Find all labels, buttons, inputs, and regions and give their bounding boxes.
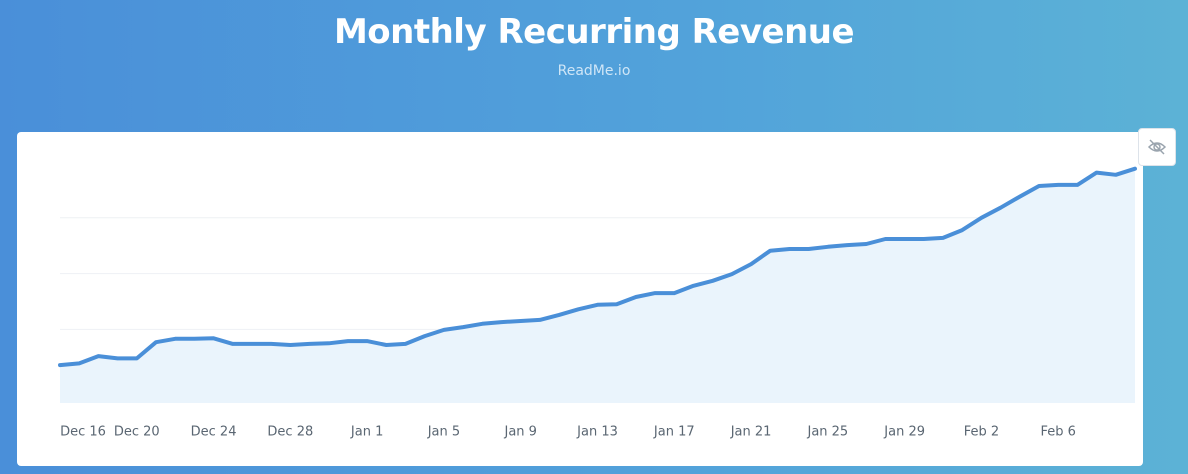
x-tick-label: Jan 13 [576, 425, 618, 440]
x-tick-label: Jan 17 [653, 425, 695, 440]
chart-subtitle: ReadMe.io [557, 63, 631, 79]
x-tick-label: Dec 28 [267, 425, 313, 440]
x-tick-label: Jan 25 [806, 425, 848, 440]
x-tick-label: Jan 29 [883, 425, 925, 440]
x-tick-label: Feb 6 [1041, 425, 1076, 440]
x-tick-label: Jan 5 [427, 425, 460, 440]
x-tick-label: Dec 20 [114, 425, 160, 440]
area-fill [60, 168, 1135, 403]
x-tick-label: Jan 21 [730, 425, 772, 440]
x-tick-label: Dec 24 [191, 425, 237, 440]
chart-title: Monthly Recurring Revenue [333, 12, 855, 52]
eye-off-icon [1147, 139, 1167, 155]
x-tick-label: Feb 2 [964, 425, 999, 440]
hide-button[interactable] [1138, 128, 1176, 166]
x-tick-label: Jan 1 [350, 425, 383, 440]
x-tick-label: Jan 9 [503, 425, 536, 440]
x-tick-label: Dec 16 [60, 425, 106, 440]
line [58, 166, 1137, 368]
